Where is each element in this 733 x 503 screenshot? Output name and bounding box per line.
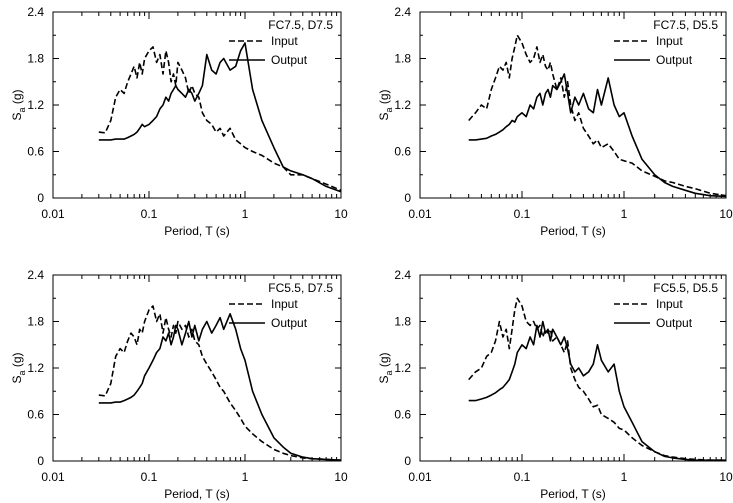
x-axis-title: Period, T (s) [540, 487, 606, 501]
y-tick-label: 1.8 [27, 315, 44, 329]
y-axis-title: Sa (g) [10, 352, 27, 383]
panel-title: FC7.5, D7.5 [268, 18, 333, 32]
y-axis-title-subscript: a [384, 370, 394, 375]
series-line-input [468, 297, 726, 461]
y-axis-title-unit: (g) [377, 89, 391, 107]
y-tick-label: 0 [37, 191, 44, 205]
series-line-input [98, 46, 342, 192]
panel-title: FC5.5, D7.5 [268, 281, 333, 295]
x-axis-title: Period, T (s) [164, 224, 230, 238]
y-axis-title-unit: (g) [10, 352, 24, 370]
legend-label-output: Output [656, 53, 693, 67]
y-axis-title-unit: (g) [377, 352, 391, 370]
x-tick-label: 0.1 [514, 470, 531, 484]
x-tick-label: 0.01 [41, 207, 65, 221]
y-axis-title-subscript: a [17, 107, 27, 112]
x-tick-label: 10 [719, 207, 733, 221]
x-tick-label: 10 [334, 470, 348, 484]
y-tick-label: 2.4 [394, 268, 411, 282]
y-tick-label: 1.8 [27, 52, 44, 66]
y-tick-label: 1.8 [394, 52, 411, 66]
panel-title: FC5.5, D5.5 [653, 281, 718, 295]
y-axis-title: Sa (g) [377, 89, 394, 120]
y-axis-title-subscript: a [17, 370, 27, 375]
series-line-input [468, 34, 727, 197]
y-tick-label: 1.2 [394, 98, 411, 112]
x-tick-label: 1 [242, 207, 249, 221]
y-axis-title-subscript: a [384, 107, 394, 112]
y-tick-label: 0.6 [27, 408, 44, 422]
y-tick-label: 0 [404, 191, 411, 205]
chart-panel-1: 0 0.6 1.2 1.8 2.4 0.01 0.1 1 10 Period, T (s) Sa (… [10, 5, 348, 238]
x-tick-label: 0.01 [408, 207, 432, 221]
legend-label-input: Input [271, 297, 298, 311]
x-axis-title: Period, T (s) [164, 487, 230, 501]
series-line-input [98, 305, 342, 461]
y-axis-title-main: S [377, 376, 391, 384]
y-tick-label: 2.4 [394, 5, 411, 19]
y-tick-label: 0.6 [27, 145, 44, 159]
y-tick-label: 0.6 [394, 408, 411, 422]
series-line-output [98, 42, 342, 193]
y-tick-label: 1.8 [394, 315, 411, 329]
chart-panel-4: 0 0.6 1.2 1.8 2.4 0.01 0.1 1 10 Period, T (s) Sa (… [377, 268, 733, 501]
y-tick-label: 2.4 [27, 268, 44, 282]
y-tick-label: 0 [37, 454, 44, 468]
x-tick-label: 0.1 [514, 207, 531, 221]
y-tick-label: 2.4 [27, 5, 44, 19]
y-tick-label: 1.2 [394, 361, 411, 375]
legend-label-output: Output [271, 316, 308, 330]
chart-panel-3: 0 0.6 1.2 1.8 2.4 0.01 0.1 1 10 Period, T (s) Sa (… [10, 268, 348, 501]
y-axis-title-main: S [10, 113, 24, 121]
y-axis-title-unit: (g) [10, 89, 24, 107]
x-tick-label: 10 [719, 470, 733, 484]
legend-label-input: Input [271, 34, 298, 48]
x-tick-label: 1 [621, 470, 628, 484]
x-tick-label: 1 [242, 470, 249, 484]
chart-panel-2: 0 0.6 1.2 1.8 2.4 0.01 0.1 1 10 Period, T (s) Sa (… [377, 5, 733, 238]
y-axis-title: Sa (g) [10, 89, 27, 120]
x-tick-label: 10 [334, 207, 348, 221]
series-line-output [98, 313, 342, 461]
y-axis-title-main: S [377, 113, 391, 121]
x-tick-label: 0.01 [41, 470, 65, 484]
legend-label-output: Output [656, 316, 693, 330]
y-tick-label: 0.6 [394, 145, 411, 159]
y-tick-label: 1.2 [27, 98, 44, 112]
x-tick-label: 0.1 [141, 207, 158, 221]
x-tick-label: 0.01 [408, 470, 432, 484]
y-axis-title: Sa (g) [377, 352, 394, 383]
series-line-output [468, 320, 726, 461]
panel-title: FC7.5, D5.5 [653, 18, 718, 32]
x-tick-label: 1 [621, 207, 628, 221]
legend-label-input: Input [656, 297, 683, 311]
y-tick-label: 0 [404, 454, 411, 468]
legend-label-output: Output [271, 53, 308, 67]
legend-label-input: Input [656, 34, 683, 48]
x-tick-label: 0.1 [141, 470, 158, 484]
y-axis-title-main: S [10, 376, 24, 384]
series-line-output [468, 73, 727, 198]
y-tick-label: 1.2 [27, 361, 44, 375]
x-axis-title: Period, T (s) [540, 224, 606, 238]
